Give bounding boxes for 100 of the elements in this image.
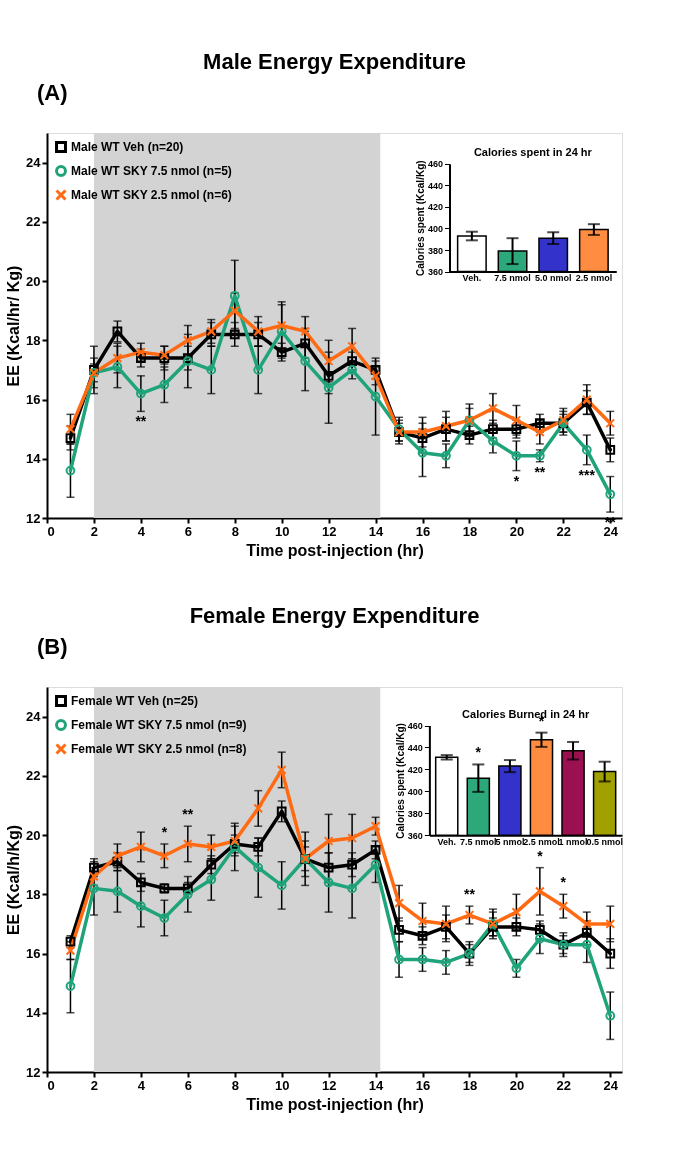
point <box>182 889 193 900</box>
point <box>347 356 357 366</box>
point <box>605 418 616 429</box>
point <box>417 954 428 965</box>
x-tick-label: 1 nmol <box>558 836 588 847</box>
point <box>394 924 404 935</box>
point <box>347 859 357 870</box>
point <box>511 922 522 932</box>
point <box>488 424 498 435</box>
x-axis-title: Time post-injection (hr) <box>246 541 424 559</box>
point <box>136 842 146 852</box>
point <box>112 856 123 867</box>
x-tick-label: 2 <box>90 1077 99 1093</box>
point <box>370 370 381 381</box>
annotation: *** <box>578 466 596 483</box>
y-tick-label: 420 <box>407 764 423 775</box>
point <box>370 845 381 855</box>
point <box>65 433 76 443</box>
point <box>323 877 334 888</box>
annotation: * <box>560 874 567 891</box>
x-tick-label: 8 <box>231 1077 239 1093</box>
annotation: ** <box>182 806 194 823</box>
legend-label: Female WT SKY 7.5 nmol (n=9) <box>71 718 247 732</box>
point <box>89 883 99 894</box>
point <box>534 418 545 429</box>
y-tick-label: 14 <box>26 1005 42 1021</box>
y-tick-label: 14 <box>26 451 42 467</box>
point <box>441 957 451 968</box>
x-axis-title: Time post-injection (hr) <box>246 1095 424 1113</box>
y-tick-label: 380 <box>407 808 423 819</box>
point <box>136 347 146 358</box>
y-tick-label: 360 <box>427 267 443 278</box>
y-tick-label: 12 <box>26 1064 41 1080</box>
point <box>112 353 123 363</box>
point <box>276 765 287 775</box>
annotation: * <box>161 823 168 840</box>
legend-label: Female WT SKY 2.5 nmol (n=8) <box>71 742 247 756</box>
point <box>323 370 334 381</box>
y-tick-label: 420 <box>427 202 443 213</box>
point <box>417 433 428 443</box>
point <box>300 338 311 349</box>
chart-title: Female Energy Expenditure <box>189 603 480 628</box>
point <box>300 356 311 366</box>
y-tick-label: 440 <box>427 180 443 191</box>
point <box>394 898 404 909</box>
x-tick-label: 4 <box>137 1077 146 1093</box>
point <box>534 933 545 944</box>
text: (B) <box>37 634 68 659</box>
legend-label: Male WT SKY 7.5 nmol (n=5) <box>71 164 232 178</box>
point <box>89 862 99 873</box>
point <box>370 859 381 870</box>
point <box>229 329 240 340</box>
annotation: * <box>513 472 520 489</box>
point <box>136 877 146 888</box>
x-tick-label: 10 <box>274 523 290 539</box>
point <box>605 489 616 500</box>
point <box>581 445 592 455</box>
point <box>136 353 146 363</box>
point <box>253 842 264 852</box>
point <box>511 963 522 974</box>
point <box>159 379 170 390</box>
x-tick-label: 24 <box>603 1077 619 1093</box>
x-tick-label: 12 <box>321 1077 337 1093</box>
y-tick-label: 440 <box>407 742 423 753</box>
x-tick-label: 22 <box>556 1077 572 1093</box>
point <box>276 320 287 331</box>
x-tick-label: 14 <box>368 1077 385 1093</box>
point <box>370 821 381 832</box>
point <box>417 447 428 458</box>
point <box>370 391 381 402</box>
point <box>253 803 264 814</box>
point <box>441 450 451 461</box>
point <box>417 930 428 941</box>
point <box>253 365 264 375</box>
point <box>112 886 123 897</box>
y-tick-label: 24 <box>26 709 42 725</box>
point <box>581 919 592 929</box>
x-tick-label: 20 <box>509 1077 525 1093</box>
point <box>300 326 311 337</box>
point <box>511 450 522 461</box>
point <box>136 901 146 912</box>
y-tick-label: 18 <box>26 886 41 902</box>
point <box>347 833 357 843</box>
x-tick-label: 0 <box>47 523 55 539</box>
y-axis-title: Calories spent (Kcal/Kg) <box>414 160 426 276</box>
x-tick-label: 14 <box>368 523 385 539</box>
y-tick-label: 400 <box>407 786 423 797</box>
x-tick-label: 18 <box>462 1077 478 1093</box>
y-tick-label: 400 <box>427 223 443 234</box>
point <box>276 880 287 891</box>
x-tick-label: 6 <box>184 1077 192 1093</box>
point <box>206 874 217 885</box>
y-tick-label: 18 <box>26 332 41 348</box>
x-tick-label: 18 <box>462 523 478 539</box>
point <box>534 427 545 437</box>
y-tick-label: 380 <box>427 245 443 256</box>
point <box>112 850 123 861</box>
y-tick-label: 24 <box>26 155 42 171</box>
point <box>605 1010 616 1021</box>
y-tick-label: 16 <box>26 392 41 408</box>
